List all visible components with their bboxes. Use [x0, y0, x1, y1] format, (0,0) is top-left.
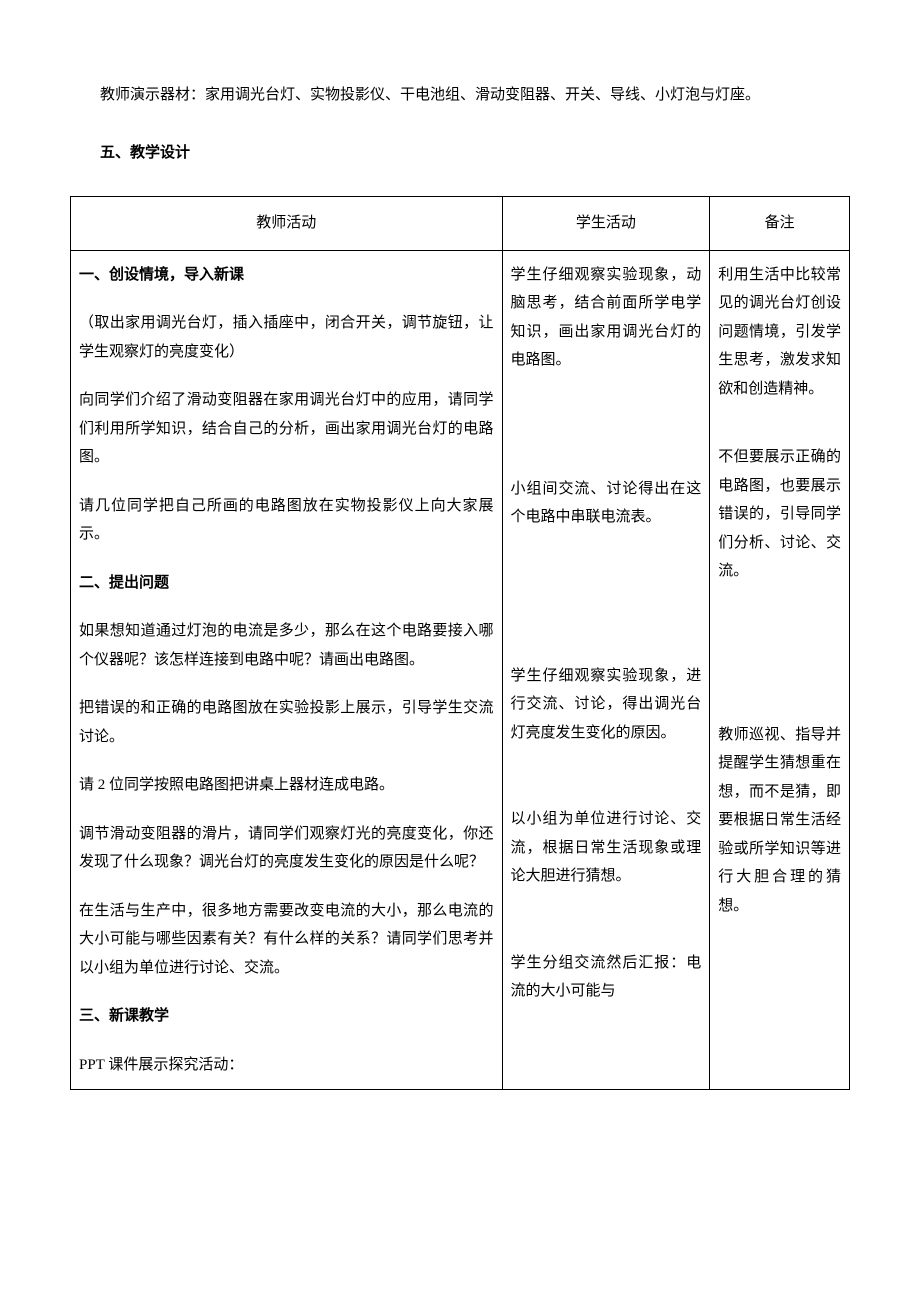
teacher-p4: 如果想知道通过灯泡的电流是多少，那么在这个电路要接入哪个仪器呢？该怎样连接到电路… — [79, 617, 494, 674]
header-student: 学生活动 — [502, 197, 710, 251]
header-teacher: 教师活动 — [71, 197, 503, 251]
student-cell: 学生仔细观察实验现象，动脑思考，结合前面所学电学知识，画出家用调光台灯的电路图。… — [502, 250, 710, 1090]
student-p3: 学生仔细观察实验现象，进行交流、讨论，得出调光台灯亮度发生变化的原因。 — [511, 662, 702, 748]
teacher-cell: 一、创设情境，导入新课 （取出家用调光台灯，插入插座中，闭合开关，调节旋钮，让学… — [71, 250, 503, 1090]
notes-p2: 不但要展示正确的电路图，也要展示错误的，引导同学们分析、讨论、交流。 — [718, 443, 841, 586]
intro-paragraph: 教师演示器材：家用调光台灯、实物投影仪、干电池组、滑动变阻器、开关、导线、小灯泡… — [70, 80, 850, 110]
teacher-p2: 向同学们介绍了滑动变阻器在家用调光台灯中的应用，请同学们利用所学知识，结合自己的… — [79, 386, 494, 472]
student-p5: 学生分组交流然后汇报：电流的大小可能与 — [511, 949, 702, 1006]
teacher-p1: （取出家用调光台灯，插入插座中，闭合开关，调节旋钮，让学生观察灯的亮度变化） — [79, 309, 494, 366]
lesson-plan-table: 教师活动 学生活动 备注 一、创设情境，导入新课 （取出家用调光台灯，插入插座中… — [70, 196, 850, 1090]
table-body-row: 一、创设情境，导入新课 （取出家用调光台灯，插入插座中，闭合开关，调节旋钮，让学… — [71, 250, 850, 1090]
table-header-row: 教师活动 学生活动 备注 — [71, 197, 850, 251]
notes-p3: 教师巡视、指导并提醒学生猜想重在想，而不是猜，即要根据日常生活经验或所学知识等进… — [718, 721, 841, 921]
teacher-heading-3: 三、新课教学 — [79, 1002, 494, 1031]
teacher-p7: 调节滑动变阻器的滑片，请同学们观察灯光的亮度变化，你还发现了什么现象？调光台灯的… — [79, 820, 494, 877]
teacher-p5: 把错误的和正确的电路图放在实验投影上展示，引导学生交流讨论。 — [79, 694, 494, 751]
header-notes: 备注 — [710, 197, 850, 251]
teacher-p8: 在生活与生产中，很多地方需要改变电流的大小，那么电流的大小可能与哪些因素有关？有… — [79, 897, 494, 983]
teacher-heading-2: 二、提出问题 — [79, 569, 494, 598]
notes-p1: 利用生活中比较常见的调光台灯创设问题情境，引发学生思考，激发求知欲和创造精神。 — [718, 261, 841, 404]
section-heading: 五、教学设计 — [70, 138, 850, 168]
student-p4: 以小组为单位进行讨论、交流，根据日常生活现象或理论大胆进行猜想。 — [511, 805, 702, 891]
teacher-p6: 请 2 位同学按照电路图把讲桌上器材连成电路。 — [79, 771, 494, 800]
student-p1: 学生仔细观察实验现象，动脑思考，结合前面所学电学知识，画出家用调光台灯的电路图。 — [511, 261, 702, 375]
teacher-p3: 请几位同学把自己所画的电路图放在实物投影仪上向大家展示。 — [79, 492, 494, 549]
notes-cell: 利用生活中比较常见的调光台灯创设问题情境，引发学生思考，激发求知欲和创造精神。 … — [710, 250, 850, 1090]
teacher-heading-1: 一、创设情境，导入新课 — [79, 261, 494, 290]
student-p2: 小组间交流、讨论得出在这个电路中串联电流表。 — [511, 475, 702, 532]
teacher-p9: PPT 课件展示探究活动： — [79, 1051, 494, 1080]
